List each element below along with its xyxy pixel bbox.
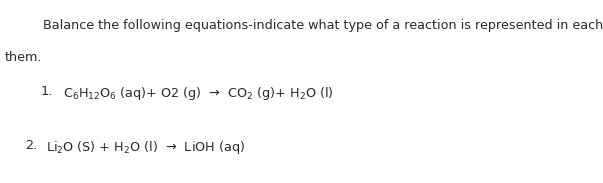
Text: 2.: 2.	[25, 139, 37, 152]
Text: them.: them.	[5, 51, 42, 64]
Text: Balance the following equations-indicate what type of a reaction is represented : Balance the following equations-indicate…	[43, 19, 603, 32]
Text: $\mathregular{Li_2O}$ (S) + $\mathregular{H_2O}$ (l)  →  LiOH (aq): $\mathregular{Li_2O}$ (S) + $\mathregula…	[46, 139, 245, 156]
Text: 1.: 1.	[41, 85, 53, 98]
Text: $\mathregular{C_6H_{12}O_6}$ (aq)+ O2 (g)  →  $\mathregular{CO_2}$ (g)+ $\mathre: $\mathregular{C_6H_{12}O_6}$ (aq)+ O2 (g…	[63, 85, 334, 102]
